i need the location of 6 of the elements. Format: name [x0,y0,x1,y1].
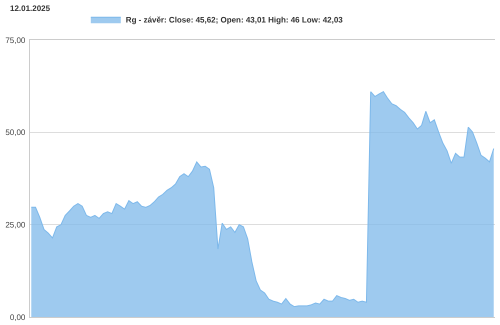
legend-label: Rg - závěr: Close: 45,62; Open: 43,01 High: 46 Low: 42,03 [126,15,344,24]
chart-title: 12.01.2025 [10,4,51,13]
y-tick-label: 50,00 [5,128,26,138]
y-tick-label: 0,00 [10,312,26,322]
y-tick-label: 75,00 [5,36,26,45]
y-tick-label: 25,00 [5,220,26,230]
